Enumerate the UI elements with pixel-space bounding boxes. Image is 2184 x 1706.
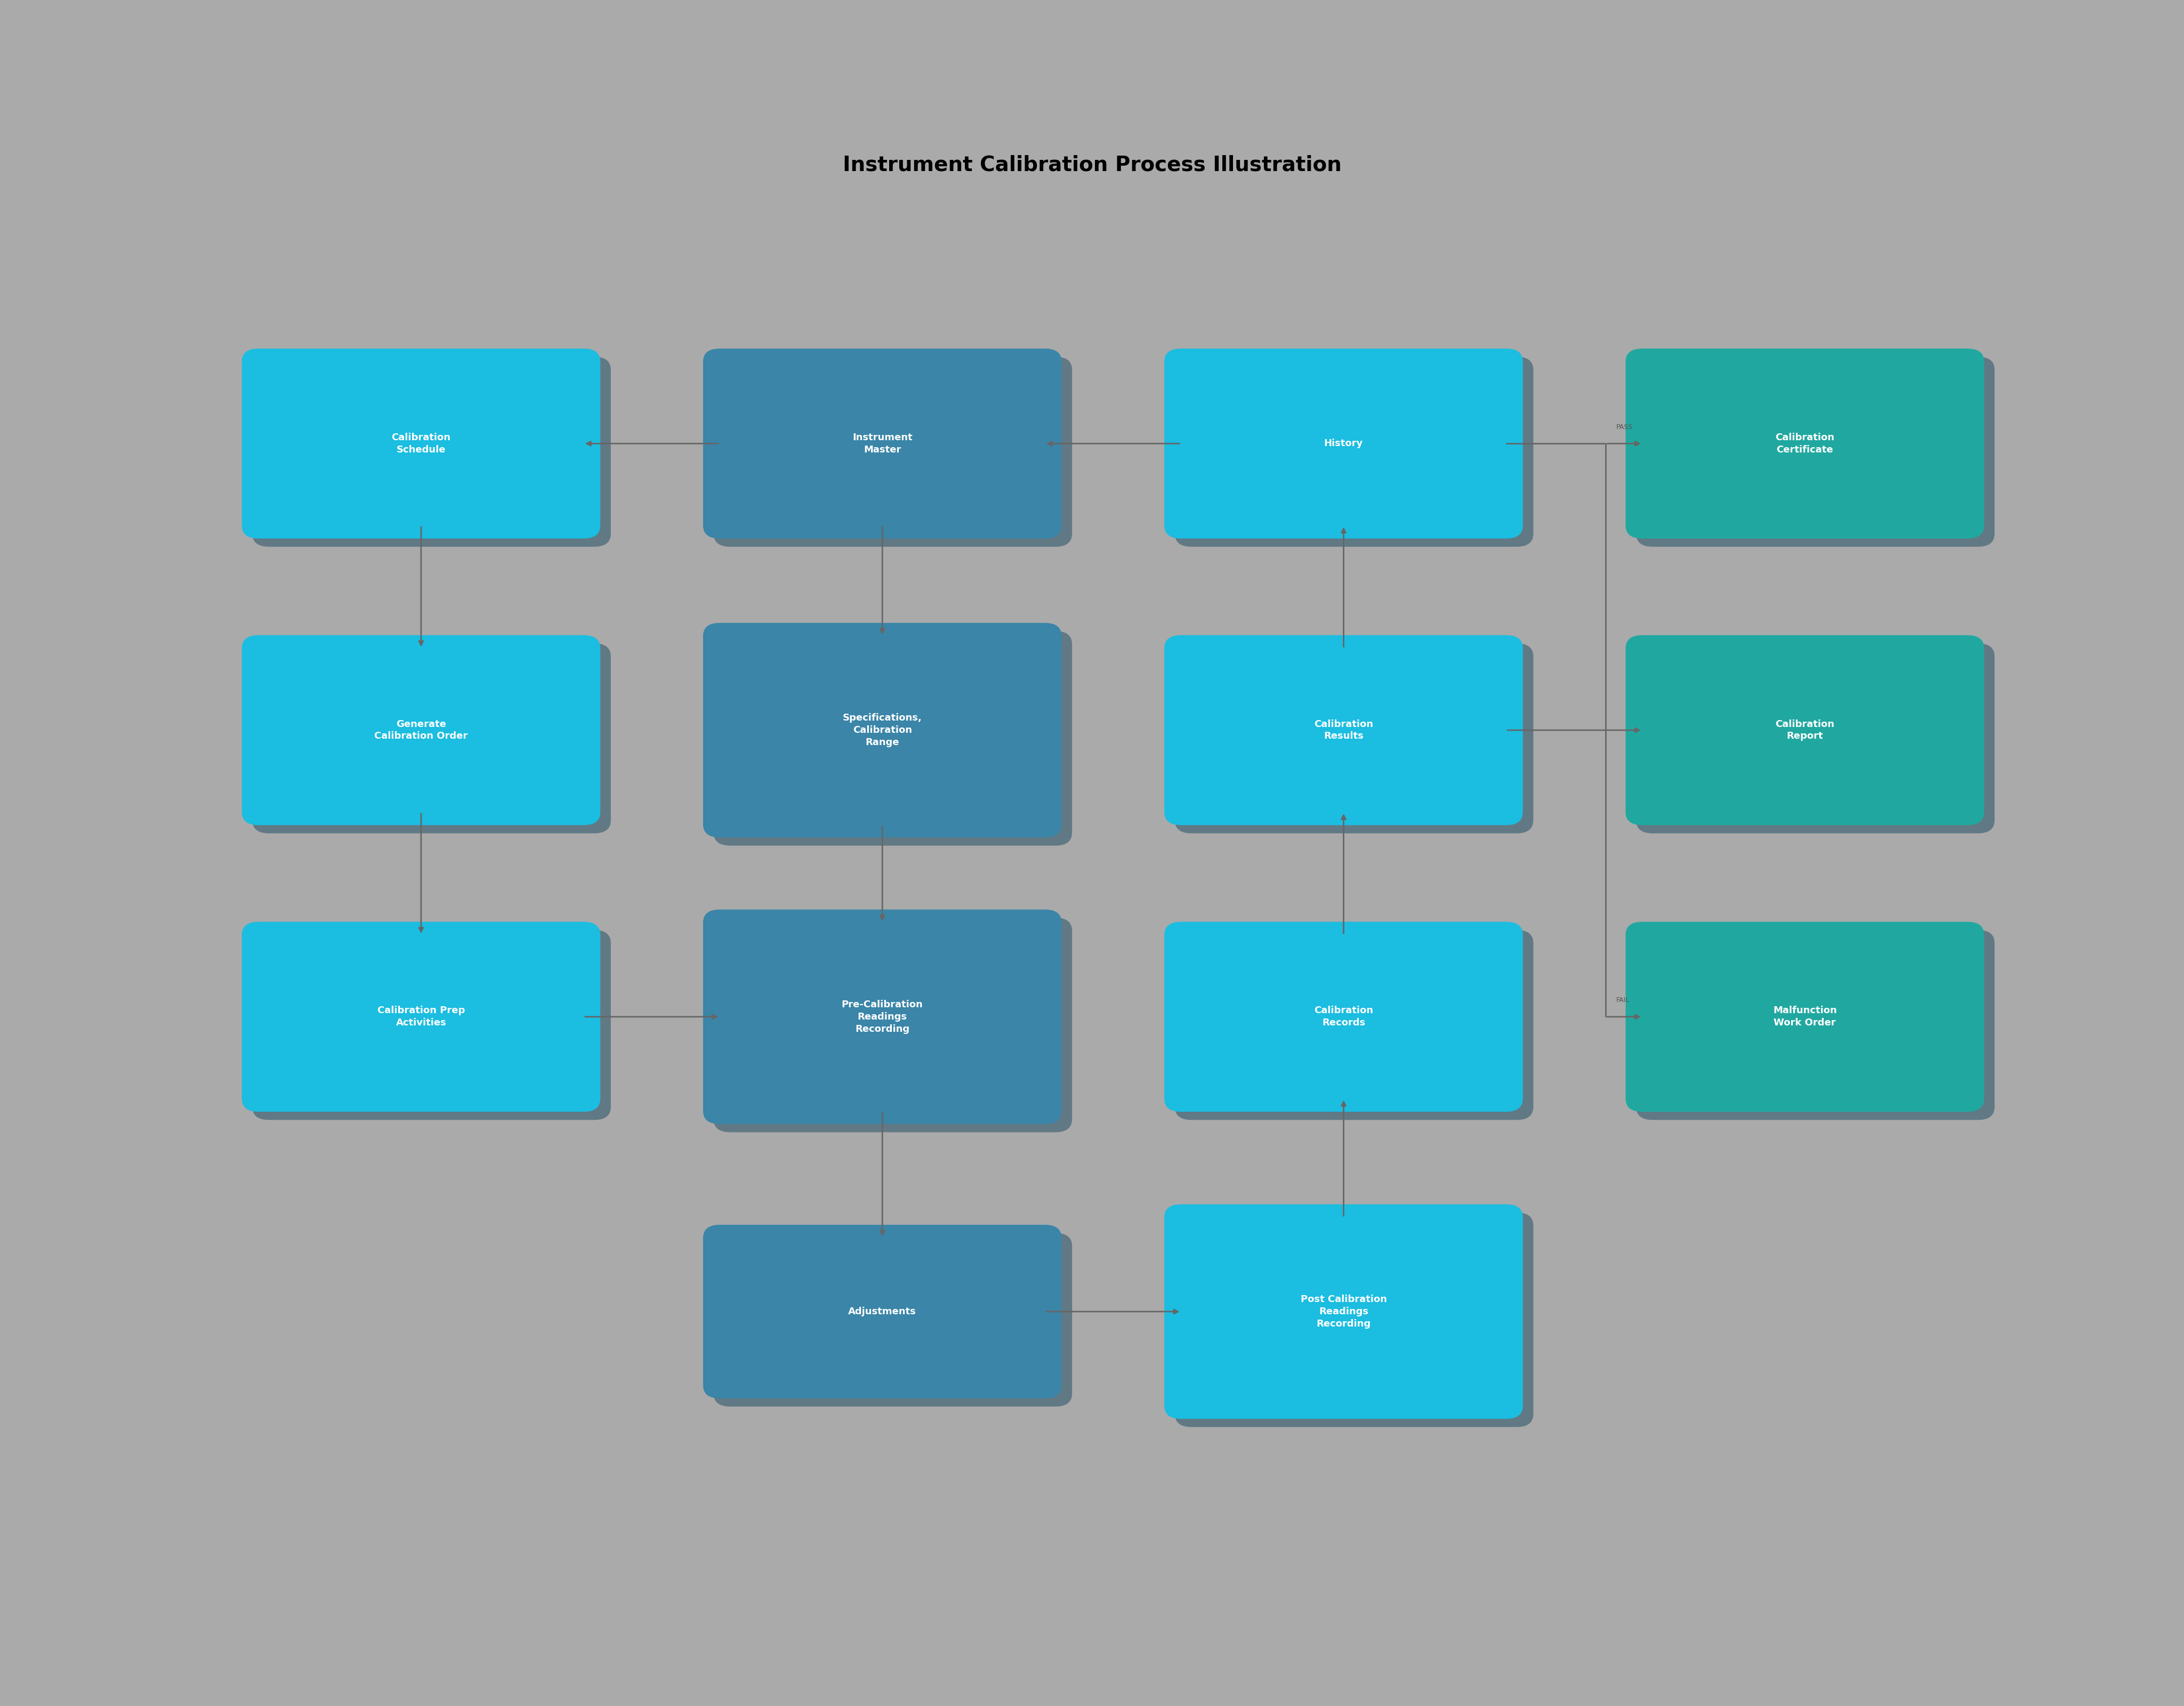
FancyBboxPatch shape bbox=[1636, 930, 1994, 1119]
FancyBboxPatch shape bbox=[1164, 921, 1522, 1112]
FancyBboxPatch shape bbox=[1175, 643, 1533, 833]
FancyBboxPatch shape bbox=[1636, 643, 1994, 833]
Text: Post Calibration
Readings
Recording: Post Calibration Readings Recording bbox=[1299, 1295, 1387, 1329]
FancyBboxPatch shape bbox=[714, 357, 1072, 546]
FancyBboxPatch shape bbox=[253, 643, 612, 833]
FancyBboxPatch shape bbox=[242, 921, 601, 1112]
FancyBboxPatch shape bbox=[253, 930, 612, 1119]
FancyBboxPatch shape bbox=[1636, 357, 1994, 546]
FancyBboxPatch shape bbox=[1625, 348, 1983, 539]
FancyBboxPatch shape bbox=[714, 918, 1072, 1133]
Text: PASS: PASS bbox=[1616, 423, 1634, 430]
FancyBboxPatch shape bbox=[1625, 921, 1983, 1112]
FancyBboxPatch shape bbox=[1164, 1204, 1522, 1419]
Text: Calibration
Records: Calibration Records bbox=[1315, 1007, 1374, 1027]
Text: Specifications,
Calibration
Range: Specifications, Calibration Range bbox=[843, 713, 922, 747]
FancyBboxPatch shape bbox=[1625, 635, 1983, 826]
Text: Pre-Calibration
Readings
Recording: Pre-Calibration Readings Recording bbox=[841, 1000, 924, 1034]
Text: Instrument Calibration Process Illustration: Instrument Calibration Process Illustrat… bbox=[843, 155, 1341, 176]
FancyBboxPatch shape bbox=[714, 631, 1072, 846]
FancyBboxPatch shape bbox=[703, 909, 1061, 1124]
FancyBboxPatch shape bbox=[242, 348, 601, 539]
Text: FAIL: FAIL bbox=[1616, 996, 1629, 1003]
Text: Calibration
Results: Calibration Results bbox=[1315, 720, 1374, 740]
Text: Calibration
Report: Calibration Report bbox=[1776, 720, 1835, 740]
FancyBboxPatch shape bbox=[253, 357, 612, 546]
FancyBboxPatch shape bbox=[703, 623, 1061, 838]
Text: Generate
Calibration Order: Generate Calibration Order bbox=[373, 720, 467, 740]
FancyBboxPatch shape bbox=[1164, 348, 1522, 539]
FancyBboxPatch shape bbox=[1164, 635, 1522, 826]
FancyBboxPatch shape bbox=[1175, 930, 1533, 1119]
FancyBboxPatch shape bbox=[1175, 357, 1533, 546]
FancyBboxPatch shape bbox=[714, 1233, 1072, 1406]
FancyBboxPatch shape bbox=[242, 635, 601, 826]
Text: Adjustments: Adjustments bbox=[847, 1307, 917, 1317]
FancyBboxPatch shape bbox=[1175, 1213, 1533, 1426]
FancyBboxPatch shape bbox=[703, 1225, 1061, 1399]
Text: Malfunction
Work Order: Malfunction Work Order bbox=[1773, 1007, 1837, 1027]
Text: History: History bbox=[1324, 438, 1363, 449]
Text: Calibration
Certificate: Calibration Certificate bbox=[1776, 433, 1835, 454]
Text: Calibration Prep
Activities: Calibration Prep Activities bbox=[378, 1007, 465, 1027]
FancyBboxPatch shape bbox=[703, 348, 1061, 539]
Text: Instrument
Master: Instrument Master bbox=[852, 433, 913, 454]
Text: Calibration
Schedule: Calibration Schedule bbox=[391, 433, 450, 454]
